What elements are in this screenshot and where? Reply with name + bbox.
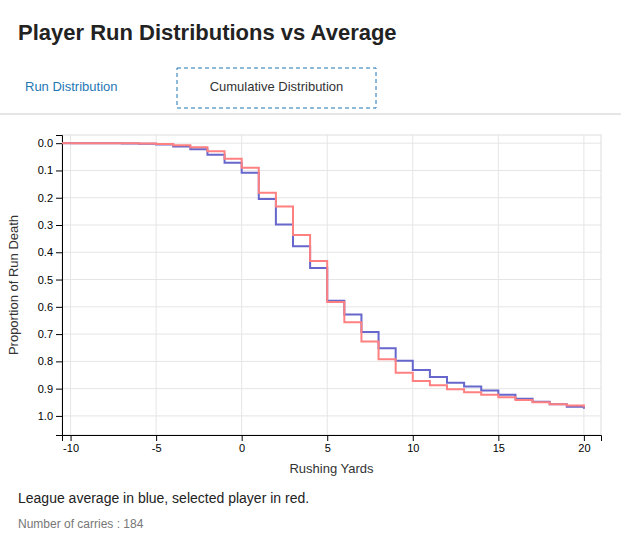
tick-label: 0.8 xyxy=(38,355,53,367)
grid-line xyxy=(583,135,584,435)
series-group xyxy=(62,143,584,409)
tick-mark xyxy=(56,389,62,390)
grid-line xyxy=(62,197,601,198)
tick-mark xyxy=(327,435,328,441)
series-line xyxy=(71,143,584,409)
tick-mark xyxy=(56,307,62,308)
series-lead-in xyxy=(62,142,71,144)
grid-line xyxy=(62,388,601,389)
tick: -5 xyxy=(152,435,162,454)
tick-label: 0 xyxy=(239,442,245,454)
tick: -10 xyxy=(63,435,79,454)
tick-label: -10 xyxy=(63,442,79,454)
tick: 0.1 xyxy=(38,164,62,176)
tick-label: 0.9 xyxy=(38,383,53,395)
tick: 0.7 xyxy=(38,328,62,340)
grid-line xyxy=(70,135,71,435)
tick-label: 0.4 xyxy=(38,246,53,258)
tick: 0 xyxy=(239,435,245,454)
tab-label: Cumulative Distribution xyxy=(210,79,344,94)
series-line xyxy=(71,143,584,407)
tick: 0.5 xyxy=(38,274,62,286)
grid-line xyxy=(62,334,601,335)
tick-label: -5 xyxy=(152,442,162,454)
chart: Player Run Distributions vs Average Run D… xyxy=(0,0,621,548)
tick-label: 15 xyxy=(493,442,505,454)
tick-mark xyxy=(498,435,499,441)
axis-line xyxy=(56,136,63,436)
tick-mark xyxy=(56,416,62,417)
tick-mark xyxy=(71,435,72,441)
tick: 5 xyxy=(325,435,331,454)
tick-label: 5 xyxy=(325,442,331,454)
tick: 15 xyxy=(493,435,505,454)
tick: 0.6 xyxy=(38,301,62,313)
tick-mark xyxy=(56,198,62,199)
tick: 0.3 xyxy=(38,219,62,231)
title: Player Run Distributions vs Average xyxy=(18,20,397,45)
tick: 0.4 xyxy=(38,246,62,258)
series-lead-in xyxy=(62,142,71,144)
grid-line xyxy=(62,225,601,226)
tick: 1.0 xyxy=(38,410,62,422)
separator xyxy=(0,114,621,115)
plot: -10 -5 0 5 10 15 20 0.0 0.1 0.2 0.3 0.4 0.5 0.6 0.7 0.8… xyxy=(38,135,602,454)
tick-mark xyxy=(56,361,62,362)
tick-label: 0.0 xyxy=(38,137,53,149)
annotation: Number of carries : 184 xyxy=(18,517,144,531)
tab-label: Run Distribution xyxy=(25,79,118,94)
tick-label: 1.0 xyxy=(38,410,53,422)
tick-mark xyxy=(56,334,62,335)
tick: 20 xyxy=(578,435,590,454)
tick-label: 0.6 xyxy=(38,301,53,313)
tick-mark xyxy=(56,225,62,226)
x-axis: -10 -5 0 5 10 15 20 xyxy=(63,435,602,454)
tab-box xyxy=(177,68,376,108)
tick-label: 0.2 xyxy=(38,192,53,204)
tick-mark xyxy=(584,435,585,441)
y-axis: 0.0 0.1 0.2 0.3 0.4 0.5 0.6 0.7 0.8 0.9 1.0 xyxy=(38,136,63,436)
tick-label: 0.3 xyxy=(38,219,53,231)
axis-line xyxy=(63,436,602,442)
tick-label: 0.5 xyxy=(38,274,53,286)
tick-mark xyxy=(413,435,414,441)
tick-label: 20 xyxy=(578,442,590,454)
grid-line xyxy=(241,135,242,435)
plot-frame xyxy=(62,135,601,435)
grid-line xyxy=(62,170,601,171)
x-axis-title: Rushing Yards xyxy=(289,461,374,476)
tick-label: 0.7 xyxy=(38,328,53,340)
grid-line xyxy=(62,415,601,416)
tick-label: 10 xyxy=(407,442,419,454)
grid-line xyxy=(156,135,157,435)
grid-line xyxy=(62,252,601,253)
tick: 10 xyxy=(407,435,419,454)
tick-mark xyxy=(56,252,62,253)
tick-mark xyxy=(56,280,62,281)
y-axis-title: Proportion of Run Death xyxy=(6,215,21,355)
grid xyxy=(62,135,601,435)
grid-line xyxy=(62,361,601,362)
tick-label: 0.1 xyxy=(38,164,53,176)
grid-line xyxy=(412,135,413,435)
tick-mark xyxy=(156,435,157,441)
tick: 0.9 xyxy=(38,383,62,395)
tick: 0.8 xyxy=(38,355,62,367)
annotation: League average in blue, selected player … xyxy=(18,490,309,506)
tick-mark xyxy=(242,435,243,441)
tick: 0.0 xyxy=(38,137,62,149)
grid-line xyxy=(62,279,601,280)
grid-line xyxy=(62,306,601,307)
tick-mark xyxy=(56,170,62,171)
tick-mark xyxy=(56,143,62,144)
tick: 0.2 xyxy=(38,192,62,204)
